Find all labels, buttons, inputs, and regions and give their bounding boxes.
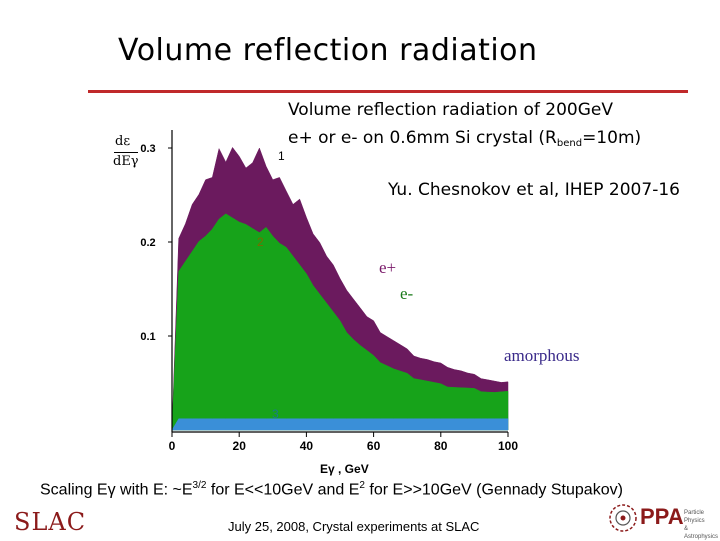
slac-logo: SLAC [14,508,87,536]
ppa-logo-sub: Particle Physics & Astrophysics [684,509,718,541]
x-tick-label: 20 [233,439,247,453]
note-line2-post: =10m) [582,128,642,148]
y-tick-label: 0.3 [140,143,155,155]
y-tick-label: 0.2 [140,237,155,249]
scaling-text: Scaling Eγ with E: ~E [40,481,193,499]
ppa-logo-sub2: & Astrophysics [684,526,719,540]
ppa-logo-icon [609,504,637,532]
scaling-exp2: 2 [359,480,365,491]
series-area-e- [171,213,509,431]
x-tick-label: 0 [169,439,176,453]
plot-area: 0 20 40 60 80 100 0.1 0.2 0.3 1 2 3 [140,130,518,453]
ppa-logo-sub1: Particle Physics [684,510,705,524]
y-axis-label-top: dε [115,134,131,149]
curve-number-label: 3 [272,407,279,421]
x-tick-label: 100 [498,439,518,453]
chart-note-line2: e+ or e- on 0.6mm Si crystal (Rbend=10m) [288,128,641,149]
title-rule [88,90,688,93]
curve-number-label: 1 [278,149,285,163]
note-line2-pre: e+ or e- on 0.6mm Si crystal (R [288,128,557,148]
annotation-e-minus: e- [400,284,414,303]
y-axis-label-bottom: dEγ [113,154,139,169]
ppa-logo-text: PPA [640,504,684,529]
scaling-mid: for E<<10GeV and E [206,481,360,499]
x-tick-label: 60 [367,439,381,453]
series-area-amorphous [171,418,509,431]
x-tick-label: 80 [434,439,448,453]
x-axis-label: Eγ , GeV [320,462,369,476]
slide-title: Volume reflection radiation [118,33,538,68]
x-tick-label: 40 [300,439,314,453]
scaling-end: for E>>10GeV (Gennady Stupakov) [364,481,623,499]
scaling-footnote: Scaling Eγ with E: ~E3/2 for E<<10GeV an… [40,480,623,499]
footer-date: July 25, 2008, Crystal experiments at SL… [228,519,480,534]
curve-number-label: 2 [257,235,264,249]
annotation-amorphous: amorphous [504,346,580,365]
chart-citation: Yu. Chesnokov et al, IHEP 2007-16 [388,180,680,200]
scaling-exp: 3/2 [192,480,207,491]
annotation-e-plus: e+ [379,258,397,277]
y-axis-label-fraction-bar [114,152,138,153]
ppa-logo: PPA Particle Physics & Astrophysics [606,500,718,541]
y-tick-label: 0.1 [140,331,155,343]
note-line2-sub: bend [556,138,583,149]
chart-note-line1: Volume reflection radiation of 200GeV [288,100,613,120]
